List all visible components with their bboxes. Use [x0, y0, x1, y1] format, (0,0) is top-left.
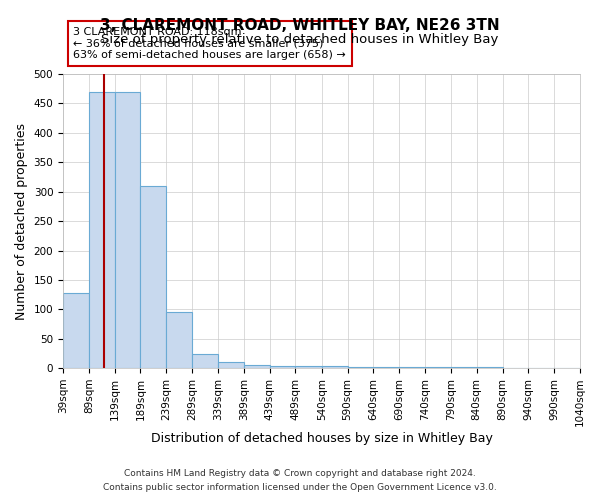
Bar: [425, 367, 451, 368]
Bar: [269, 366, 295, 368]
Text: Contains public sector information licensed under the Open Government Licence v3: Contains public sector information licen…: [103, 484, 497, 492]
Bar: [244, 366, 269, 368]
Text: 3, CLAREMONT ROAD, WHITLEY BAY, NE26 3TN: 3, CLAREMONT ROAD, WHITLEY BAY, NE26 3TN: [100, 18, 500, 32]
Bar: [322, 366, 347, 368]
Bar: [89, 92, 115, 368]
X-axis label: Distribution of detached houses by size in Whitley Bay: Distribution of detached houses by size …: [151, 432, 493, 445]
Bar: [63, 293, 89, 368]
Bar: [140, 186, 166, 368]
Bar: [373, 367, 399, 368]
Bar: [166, 312, 192, 368]
Bar: [115, 92, 140, 368]
Y-axis label: Number of detached properties: Number of detached properties: [15, 122, 28, 320]
Bar: [347, 367, 373, 368]
Bar: [192, 354, 218, 368]
Bar: [451, 367, 477, 368]
Text: Contains HM Land Registry data © Crown copyright and database right 2024.: Contains HM Land Registry data © Crown c…: [124, 468, 476, 477]
Text: 3 CLAREMONT ROAD: 118sqm
← 36% of detached houses are smaller (375)
63% of semi-: 3 CLAREMONT ROAD: 118sqm ← 36% of detach…: [73, 27, 346, 60]
Bar: [295, 366, 322, 368]
Text: Size of property relative to detached houses in Whitley Bay: Size of property relative to detached ho…: [101, 32, 499, 46]
Bar: [477, 367, 503, 368]
Bar: [399, 367, 425, 368]
Bar: [218, 362, 244, 368]
